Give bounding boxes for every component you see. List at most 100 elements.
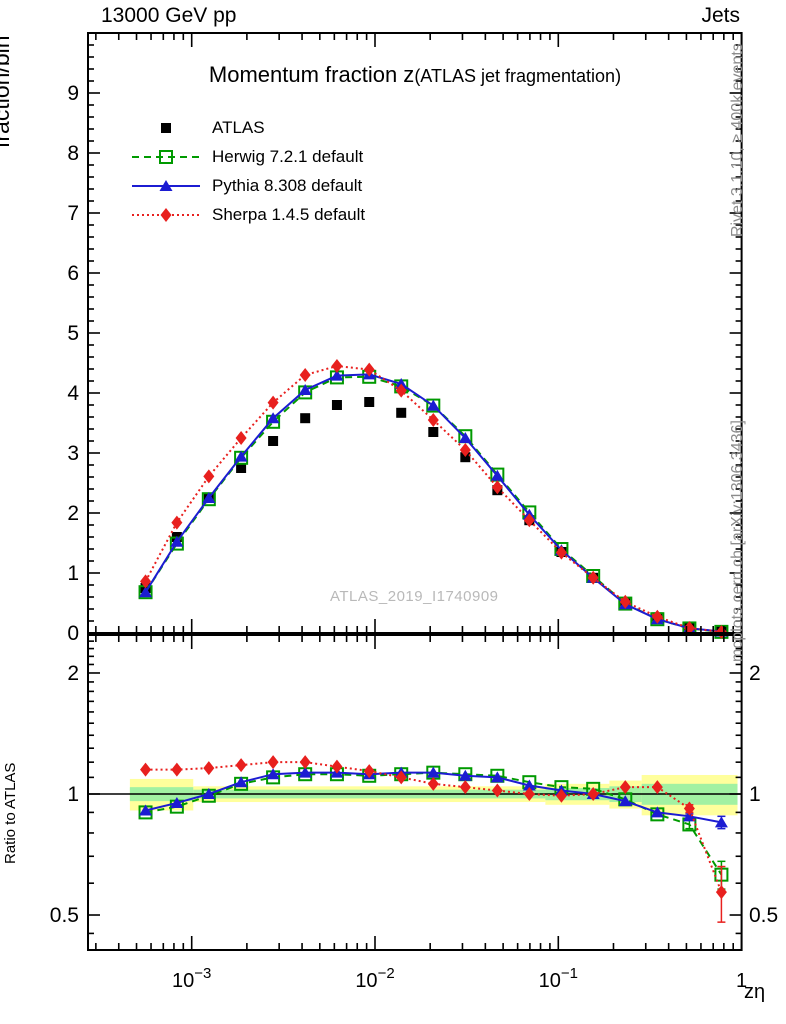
- marker-diamond: [491, 783, 503, 798]
- marker-diamond: [395, 770, 407, 785]
- axis-ticks: [88, 32, 743, 950]
- marker-triangle: [139, 804, 153, 816]
- herwig-marker-icon: [132, 149, 200, 164]
- tick-label: 2: [67, 662, 79, 685]
- marker-triangle: [202, 492, 216, 503]
- tick-label: 7: [67, 202, 79, 225]
- marker-diamond: [619, 594, 631, 609]
- marker-triangle: [266, 412, 280, 424]
- mcplots-reference-note: mcplots.cern.ch [arXiv:1306.3436]: [729, 420, 746, 662]
- sherpa-marker-icon: [132, 207, 200, 222]
- legend-item-pythia: Pythia 8.308 default: [130, 171, 365, 200]
- marker-diamond: [459, 780, 471, 795]
- atlas-marker-icon: [161, 122, 171, 133]
- tick-label: 2: [67, 502, 79, 525]
- marker-diamond: [619, 780, 631, 795]
- tick-label: 10−1: [539, 965, 578, 992]
- marker-square: [161, 122, 171, 133]
- tick-label: 1: [67, 783, 79, 806]
- legend-item-atlas: ATLAS: [130, 113, 365, 142]
- marker-diamond: [427, 776, 439, 791]
- series-sherpa-ratio: [140, 755, 727, 923]
- marker-triangle: [298, 766, 312, 778]
- legend-label: Herwig 7.2.1 default: [212, 146, 364, 166]
- marker-diamond: [235, 431, 247, 445]
- legend-sample-marker: [161, 122, 171, 133]
- marker-diamond: [203, 761, 215, 776]
- marker-triangle: [159, 179, 173, 191]
- marker-square: [396, 407, 407, 418]
- marker-triangle: [298, 384, 312, 395]
- tick-label: 3: [67, 442, 79, 465]
- legend-label: Sherpa 1.4.5 default: [212, 204, 366, 224]
- marker-square: [236, 463, 247, 473]
- tick-label: 10−3: [172, 965, 211, 992]
- marker-diamond: [491, 480, 503, 495]
- legend: ATLAS Herwig 7.2.1 default Pythia 8.308 …: [130, 113, 365, 229]
- marker-triangle: [458, 432, 472, 443]
- tick-label: 9: [67, 82, 79, 105]
- marker-square: [300, 413, 311, 424]
- marker-triangle: [234, 450, 248, 462]
- marker-triangle: [170, 535, 184, 547]
- marker-triangle: [650, 806, 664, 818]
- tick-label: 0: [67, 622, 79, 645]
- marker-triangle: [170, 796, 184, 808]
- marker-triangle: [682, 810, 696, 822]
- marker-diamond: [683, 801, 695, 816]
- header-beam-label: 13000 GeV pp: [101, 4, 237, 27]
- marker-square: [268, 436, 279, 446]
- tick-label: 1: [736, 970, 747, 992]
- marker-square: [460, 452, 471, 463]
- plot-title: Momentum fraction z(ATLAS jet fragmentat…: [88, 62, 742, 88]
- marker-diamond: [140, 574, 152, 589]
- marker-diamond: [555, 545, 567, 560]
- marker-diamond: [651, 780, 663, 795]
- series-sherpa-main: [140, 359, 727, 639]
- legend-label: ATLAS: [212, 117, 265, 137]
- marker-triangle: [490, 771, 504, 783]
- marker-diamond: [140, 762, 152, 777]
- tick-label: 10−2: [355, 965, 394, 992]
- legend-item-sherpa: Sherpa 1.4.5 default: [130, 200, 365, 229]
- marker-triangle: [426, 766, 440, 778]
- analysis-watermark: ATLAS_2019_I1740909: [330, 588, 499, 605]
- marker-triangle: [139, 586, 153, 598]
- marker-triangle: [202, 788, 216, 799]
- tick-label: 1: [749, 783, 761, 806]
- marker-diamond: [523, 787, 535, 801]
- marker-diamond: [331, 759, 343, 774]
- rivet-version-note: Rivet 3.1.10, ≥ 400k events: [729, 43, 746, 237]
- tick-label: 0.5: [749, 904, 778, 927]
- marker-triangle: [458, 769, 472, 781]
- plot-title-main: Momentum fraction z: [208, 62, 415, 87]
- legend-sample-marker: [160, 207, 172, 222]
- plot-title-paren: (ATLAS jet fragmentation): [414, 66, 622, 86]
- marker-triangle: [618, 795, 632, 807]
- marker-diamond: [587, 787, 599, 801]
- marker-triangle: [426, 399, 440, 411]
- header-process-label: Jets: [701, 4, 740, 27]
- marker-square: [364, 397, 375, 407]
- pythia-marker-icon: [132, 179, 200, 191]
- marker-diamond: [203, 469, 215, 484]
- tick-label: 1: [67, 562, 79, 585]
- marker-triangle: [266, 768, 280, 780]
- x-axis-title: zη: [744, 981, 766, 1003]
- ratio-y-axis-title: Ratio to ATLAS: [2, 762, 19, 864]
- marker-diamond: [587, 570, 599, 585]
- marker-triangle: [714, 816, 728, 828]
- tick-label: 4: [67, 382, 79, 405]
- marker-diamond: [459, 443, 471, 457]
- marker-diamond: [363, 362, 375, 377]
- marker-diamond: [171, 762, 183, 777]
- marker-diamond: [267, 395, 279, 410]
- marker-diamond: [299, 755, 311, 770]
- legend-sample-marker: [159, 179, 173, 191]
- tick-label: 6: [67, 262, 79, 285]
- marker-diamond: [555, 788, 567, 803]
- marker-diamond: [299, 368, 311, 382]
- marker-square: [428, 427, 439, 437]
- axis-tick-labels: 0 1 2 3 4 5 6 7 8 9 2 2 1 1 0.5 0.5 10−3 10−2 10−1 1: [50, 82, 778, 992]
